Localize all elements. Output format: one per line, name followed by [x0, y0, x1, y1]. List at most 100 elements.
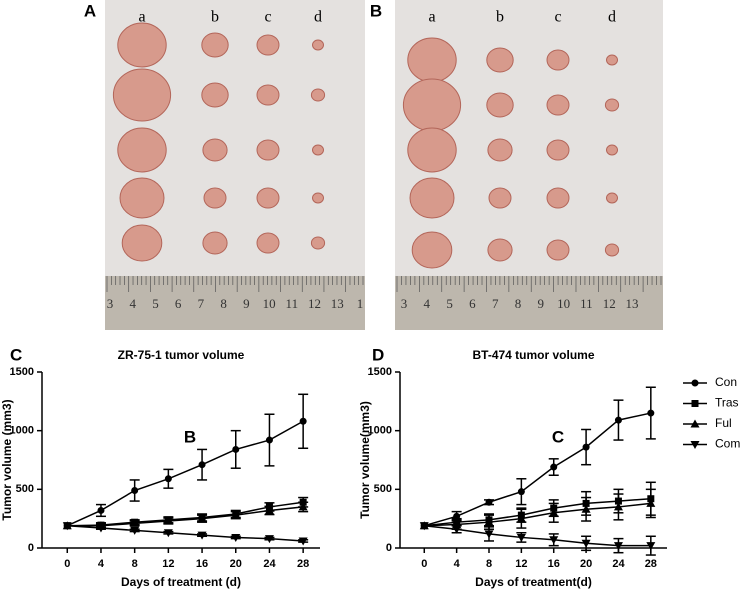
tumor [117, 22, 167, 68]
ruler-number: 8 [515, 296, 522, 311]
tumor [409, 177, 455, 219]
x-tick-label: 24 [263, 558, 276, 570]
data-point [298, 537, 308, 546]
data-point [484, 530, 494, 539]
y-tick-label: 1500 [10, 366, 34, 378]
y-tick-label: 0 [28, 542, 34, 554]
ruler-number: 6 [175, 296, 182, 311]
ruler-number: 9 [243, 296, 250, 311]
tumor [606, 144, 618, 156]
data-point [231, 533, 241, 542]
series-line [67, 524, 304, 542]
tumor [312, 192, 324, 204]
legend-label: Tras [715, 396, 739, 410]
column-label: c [554, 9, 561, 26]
tumor [202, 231, 228, 255]
data-point [299, 417, 307, 425]
ruler-number: 9 [538, 296, 545, 311]
x-tick-label: 20 [580, 558, 592, 570]
ruler-number: 8 [220, 296, 227, 311]
x-tick-label: 8 [132, 558, 138, 570]
chart-title: ZR-75-1 tumor volume [118, 348, 245, 362]
data-point [197, 514, 207, 523]
tumor [407, 127, 457, 173]
data-point [484, 517, 494, 526]
data-point [96, 524, 106, 533]
panel-label: A [84, 1, 96, 20]
tumor [488, 187, 512, 209]
y-tick-label: 500 [16, 483, 34, 495]
tumor [407, 37, 457, 83]
tumor [256, 187, 280, 209]
data-point [197, 531, 207, 540]
tumor [546, 49, 570, 71]
chart-title: BT-474 tumor volume [472, 348, 594, 362]
tumor [402, 78, 462, 132]
x-tick-label: 28 [297, 558, 309, 570]
column-label: c [264, 9, 271, 26]
tumor [256, 139, 280, 161]
tumor [312, 144, 324, 156]
ruler-number: 3 [401, 296, 408, 311]
tumor [117, 127, 167, 173]
tumor [486, 47, 514, 73]
data-point [581, 504, 591, 513]
tumor [546, 139, 570, 161]
data-point [130, 526, 140, 535]
x-tick-label: 12 [515, 558, 527, 570]
x-tick-label: 0 [421, 558, 427, 570]
data-point [549, 536, 559, 545]
ruler-number: 10 [557, 296, 570, 311]
ruler-number: 5 [152, 296, 159, 311]
y-tick-label: 1000 [10, 425, 34, 437]
data-point [130, 518, 140, 527]
data-point [265, 436, 273, 444]
data-point [164, 475, 172, 483]
data-point [232, 445, 240, 453]
series-line [67, 506, 304, 527]
data-point [419, 522, 429, 531]
panel-label: D [372, 345, 384, 364]
tumor [256, 34, 280, 56]
legend-label: Ful [715, 416, 732, 430]
data-point [264, 505, 274, 514]
ruler-number: 5 [446, 296, 453, 311]
ruler-number: 13 [331, 296, 344, 311]
data-point [231, 510, 241, 519]
tumor [202, 138, 228, 162]
data-point [517, 488, 525, 496]
tumor [112, 68, 172, 122]
column-label: d [314, 9, 322, 26]
ruler-number: 4 [129, 296, 136, 311]
x-tick-label: 0 [64, 558, 70, 570]
annotation: B [184, 427, 196, 446]
x-tick-label: 12 [162, 558, 174, 570]
data-point [452, 525, 462, 534]
ruler [395, 276, 663, 330]
data-point [62, 522, 72, 531]
column-label: a [428, 9, 435, 26]
column-label: b [211, 9, 219, 26]
data-point [613, 502, 623, 511]
x-tick-label: 8 [486, 558, 492, 570]
ruler-number: 6 [469, 296, 476, 311]
data-point [264, 535, 274, 544]
x-axis-label: Days of treatment (d) [121, 575, 241, 589]
tumor [546, 94, 570, 116]
tumor [486, 92, 514, 118]
data-point [131, 487, 139, 495]
tumor [201, 82, 229, 108]
tumor [606, 192, 618, 204]
y-axis-label: Tumor volume(mm3) [358, 401, 372, 519]
data-point [163, 516, 173, 525]
data-point [97, 506, 105, 514]
data-point [549, 508, 559, 517]
ruler-number: 1 [357, 296, 364, 311]
ruler-number: 11 [286, 296, 299, 311]
ruler-number: 4 [424, 296, 431, 311]
ruler-number: 10 [263, 296, 276, 311]
data-point [550, 463, 558, 471]
panel-label: C [10, 345, 22, 364]
legend-marker [691, 379, 699, 387]
tumor [604, 243, 620, 257]
